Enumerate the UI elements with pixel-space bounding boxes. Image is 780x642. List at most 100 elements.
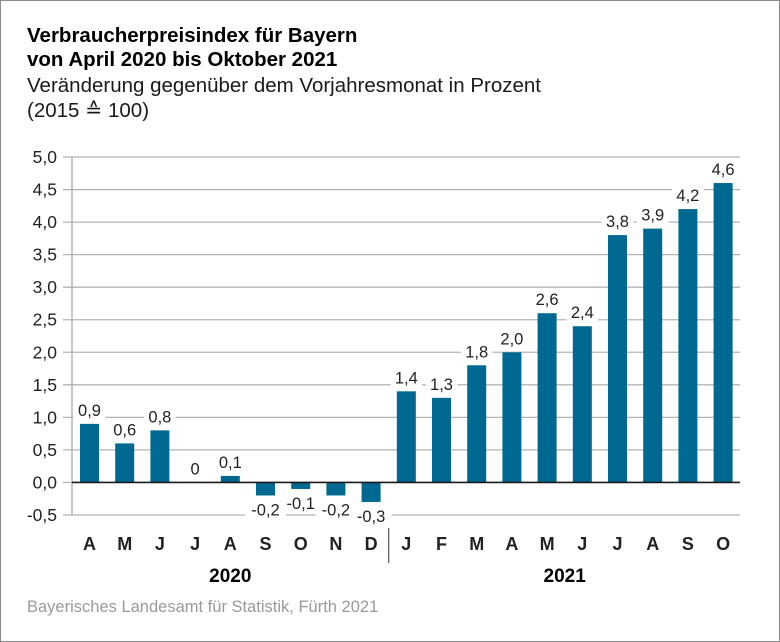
x-category-label: O: [716, 534, 730, 554]
x-category-label: S: [682, 534, 694, 554]
y-tick-label: 4,5: [33, 180, 57, 200]
data-label: 0: [191, 460, 200, 478]
y-tick-label: 1,0: [33, 407, 58, 427]
data-label-background: [707, 160, 739, 180]
data-label: 1,4: [395, 369, 418, 387]
data-label-background: [496, 329, 528, 349]
bar: [713, 183, 733, 483]
y-tick-label: 0,5: [33, 440, 57, 460]
subtitle-line-1: Veränderung gegenüber dem Vorjahresmonat…: [27, 74, 541, 97]
x-category-label: D: [365, 534, 378, 554]
axes: [71, 157, 740, 515]
data-label: -0,2: [251, 501, 279, 519]
data-label: 0,1: [219, 454, 242, 472]
data-label-background: [350, 506, 392, 526]
bar: [467, 365, 487, 483]
data-label: 0,9: [78, 402, 101, 420]
x-category-label: A: [224, 534, 237, 554]
bar: [396, 391, 416, 483]
bar: [115, 443, 135, 483]
data-label-background: [601, 212, 634, 232]
source-note: Bayerisches Landesamt für Statistik, Für…: [27, 598, 379, 616]
data-label-background: [531, 290, 563, 310]
x-category-label: J: [612, 534, 622, 554]
x-category-label: F: [436, 534, 447, 554]
title-line-2: von April 2020 bis Oktober 2021: [27, 48, 338, 71]
year-group-label: 2020: [209, 566, 251, 587]
y-tick-label: 3,0: [33, 277, 58, 297]
data-label-background: [315, 500, 357, 520]
bar: [326, 482, 346, 496]
title-line-1: Verbraucherpreisindex für Bayern: [27, 24, 358, 47]
data-label: 2,4: [571, 304, 594, 322]
data-label-background: [245, 500, 286, 520]
y-tick-label: 0,0: [33, 472, 58, 492]
y-tick-label: -0,5: [27, 505, 57, 525]
y-tick-label: 2,5: [33, 310, 57, 330]
bar: [256, 482, 275, 496]
data-label: 2,6: [536, 291, 559, 309]
data-label-background: [144, 407, 176, 427]
x-category-label: J: [155, 534, 165, 554]
data-label: -0,3: [357, 508, 385, 526]
y-tick-label: 5,0: [33, 147, 58, 167]
data-label: -0,1: [286, 495, 314, 513]
x-axis-year-groups: 2020 2021: [209, 528, 586, 587]
bar: [537, 313, 557, 483]
y-tick-label: 1,5: [33, 375, 57, 395]
x-category-label: J: [190, 534, 200, 554]
year-group-label: 2021: [544, 566, 587, 587]
data-label: 3,8: [606, 213, 629, 231]
x-category-label: S: [259, 534, 271, 554]
bar: [291, 482, 311, 489]
data-label-background: [390, 368, 423, 388]
x-category-label: A: [646, 534, 659, 554]
subtitle-line-2: (2015 ≙ 100): [27, 99, 150, 122]
x-category-label: J: [401, 534, 411, 554]
data-label-background: [636, 205, 669, 225]
data-label-background: [672, 186, 704, 206]
bar: [643, 228, 663, 483]
data-label-background: [188, 459, 202, 479]
bar: [608, 235, 627, 483]
data-label-background: [108, 420, 141, 440]
y-tick-label: 2,0: [33, 342, 58, 362]
y-axis-tick-labels: -0,5 0,0 0,5 1,0 1,5 2,0 2,5 3,0 3,5 4,0 4,5 5,0: [27, 147, 57, 525]
y-tick-label: 3,5: [33, 245, 57, 265]
bar: [572, 326, 592, 483]
data-label: -0,2: [322, 501, 350, 519]
data-label-background: [566, 303, 599, 323]
x-category-label: M: [117, 534, 132, 554]
bar: [361, 482, 381, 502]
bar: [678, 209, 698, 483]
data-label: 1,8: [465, 343, 488, 361]
x-category-label: J: [577, 534, 587, 554]
bar: [432, 397, 451, 483]
data-label: 4,6: [712, 161, 735, 179]
x-category-label: O: [294, 534, 308, 554]
data-label: 0,6: [113, 421, 136, 439]
chart-title: Verbraucherpreisindex für Bayern von Apr…: [27, 24, 357, 72]
x-category-label: M: [469, 534, 484, 554]
bars: [80, 183, 733, 502]
data-label: 3,9: [641, 207, 664, 225]
data-label-background: [280, 493, 322, 513]
data-label: 2,0: [500, 330, 523, 348]
x-category-label: A: [505, 534, 518, 554]
bar: [150, 430, 170, 483]
y-tick-label: 4,0: [33, 212, 58, 232]
x-category-label: A: [83, 534, 96, 554]
x-category-label: N: [329, 534, 342, 554]
data-label: 4,2: [676, 187, 699, 205]
bar: [220, 475, 240, 483]
data-label: 1,3: [430, 376, 453, 394]
data-label-background: [460, 342, 493, 362]
data-label-background: [214, 452, 247, 472]
chart-subtitle: Veränderung gegenüber dem Vorjahresmonat…: [27, 73, 541, 123]
data-label-background: [73, 400, 106, 420]
data-label-background: [425, 374, 458, 394]
data-labels: 0,9 0,6 0,8 0 0,1 -0,2 -0,1 -0,2 -0,3 1,4 1,3 1,8 2,…: [73, 160, 739, 526]
bar: [80, 423, 99, 483]
